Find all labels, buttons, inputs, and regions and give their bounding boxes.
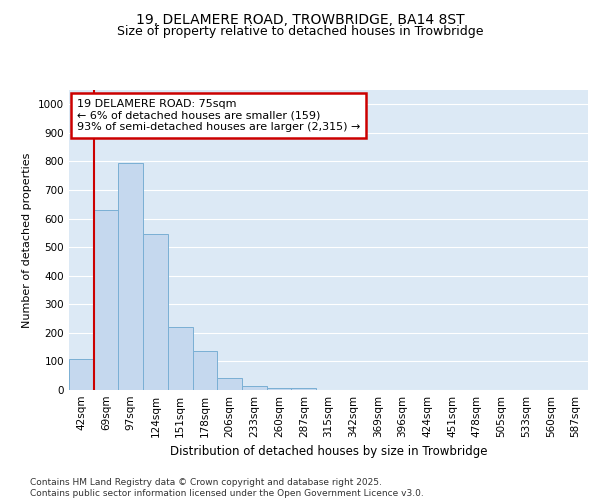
X-axis label: Distribution of detached houses by size in Trowbridge: Distribution of detached houses by size … bbox=[170, 446, 487, 458]
Bar bbox=[69, 358, 94, 390]
Text: 19, DELAMERE ROAD, TROWBRIDGE, BA14 8ST: 19, DELAMERE ROAD, TROWBRIDGE, BA14 8ST bbox=[136, 12, 464, 26]
Bar bbox=[118, 163, 143, 390]
Bar bbox=[217, 378, 242, 390]
Y-axis label: Number of detached properties: Number of detached properties bbox=[22, 152, 32, 328]
Text: Size of property relative to detached houses in Trowbridge: Size of property relative to detached ho… bbox=[117, 25, 483, 38]
Bar bbox=[292, 388, 316, 390]
Bar bbox=[193, 352, 217, 390]
Text: Contains HM Land Registry data © Crown copyright and database right 2025.
Contai: Contains HM Land Registry data © Crown c… bbox=[30, 478, 424, 498]
Bar bbox=[94, 210, 118, 390]
Bar bbox=[267, 388, 292, 390]
Text: 19 DELAMERE ROAD: 75sqm
← 6% of detached houses are smaller (159)
93% of semi-de: 19 DELAMERE ROAD: 75sqm ← 6% of detached… bbox=[77, 99, 360, 132]
Bar bbox=[143, 234, 168, 390]
Bar bbox=[168, 327, 193, 390]
Bar bbox=[242, 386, 267, 390]
